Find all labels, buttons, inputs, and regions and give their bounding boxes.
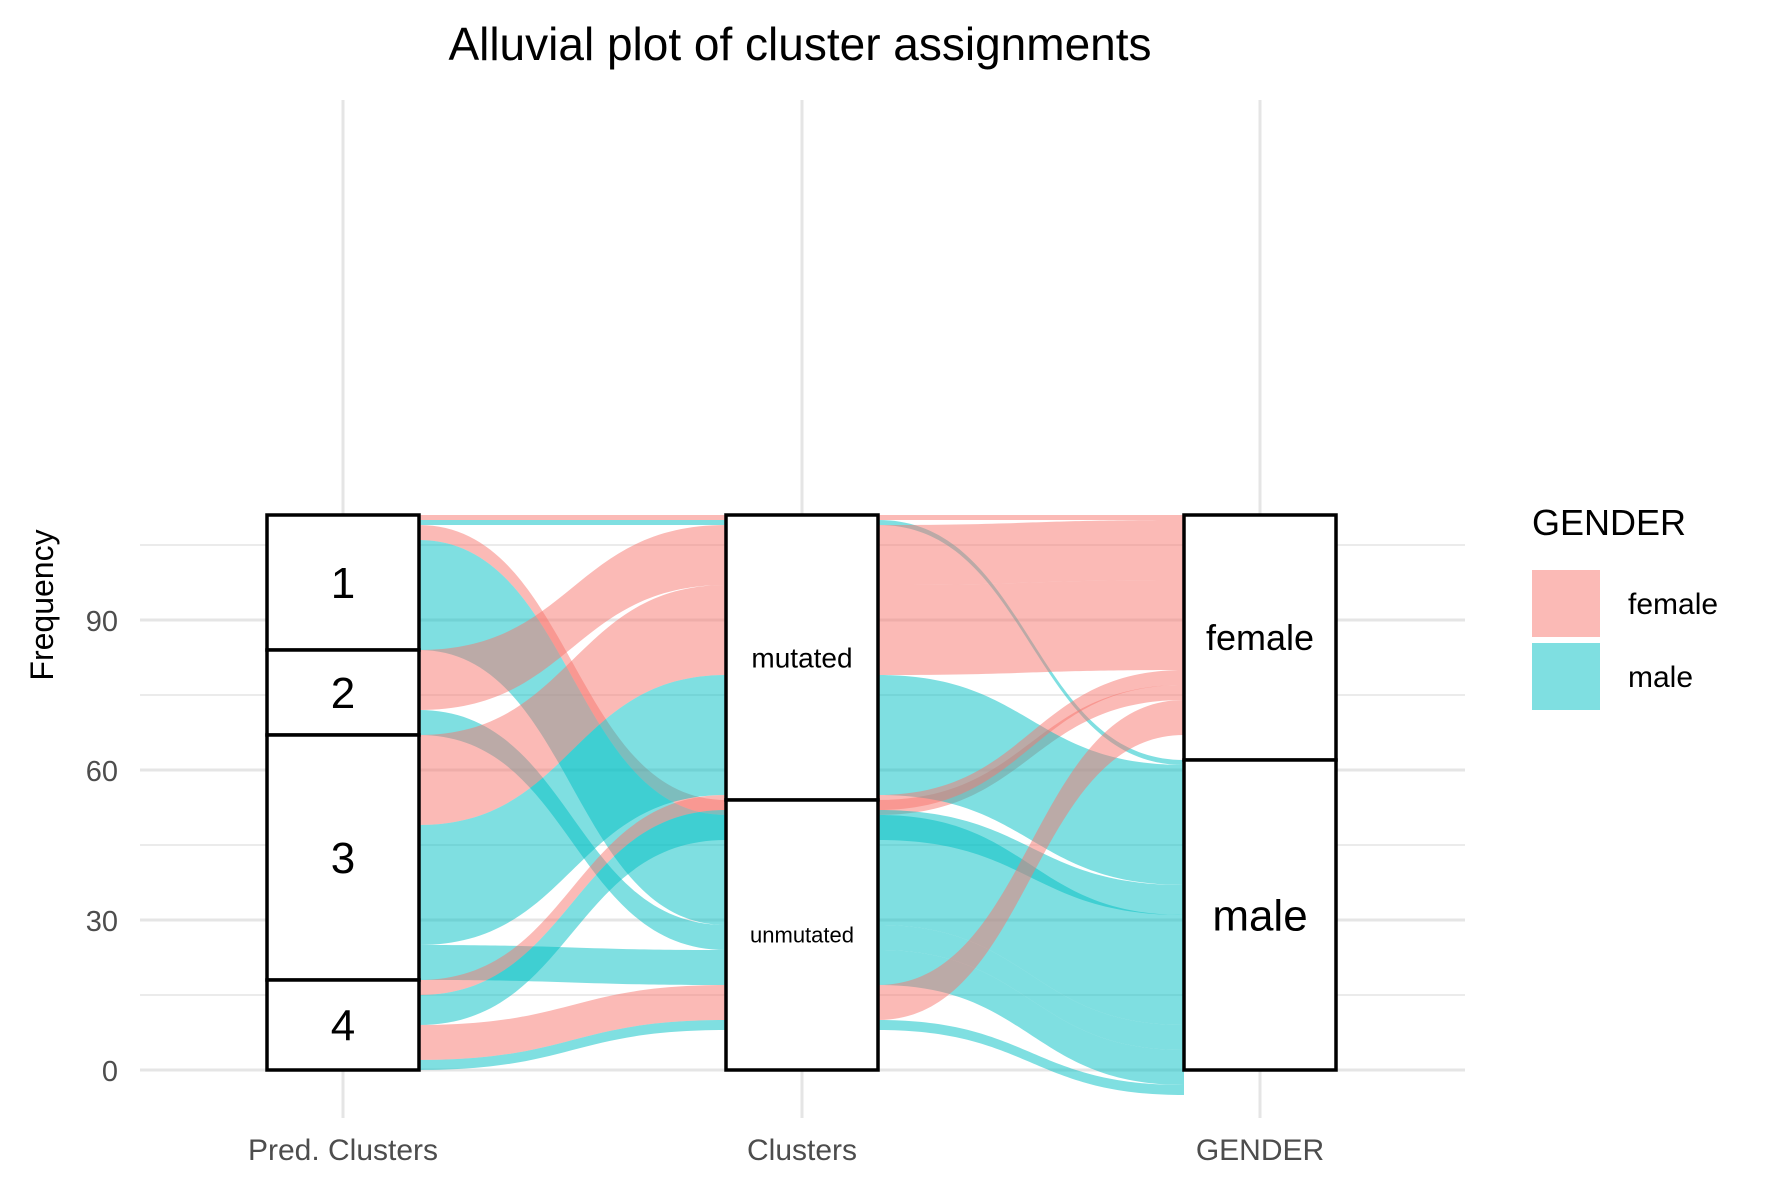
y-axis-ticks: 0 30 60 90 — [86, 606, 118, 1088]
stratum-box — [1182, 513, 1338, 762]
y-tick-label: 30 — [86, 906, 118, 938]
flow-band — [878, 675, 1184, 885]
stratum-box — [1182, 758, 1338, 1072]
flow-band — [419, 585, 726, 825]
stratum-label: 4 — [331, 1001, 355, 1050]
legend: GENDER female male — [1532, 502, 1718, 710]
stratum-label: 1 — [331, 559, 355, 608]
flow-band — [419, 520, 726, 525]
flow-band — [878, 700, 1184, 1020]
x-tick-label: Clusters — [747, 1134, 857, 1167]
chart-title: Alluvial plot of cluster assignments — [448, 18, 1151, 70]
stratum-box — [265, 513, 421, 652]
legend-key — [1532, 643, 1600, 710]
y-tick-label: 60 — [86, 756, 118, 788]
flow-band — [419, 515, 726, 520]
flow-band — [419, 1020, 726, 1070]
flow-band — [419, 675, 726, 945]
legend-title: GENDER — [1532, 502, 1686, 543]
flow-band — [878, 1020, 1184, 1095]
flow-band — [419, 795, 726, 995]
flow-band — [878, 670, 1184, 810]
stratum-box — [265, 978, 421, 1072]
x-tick-label: Pred. Clusters — [248, 1134, 438, 1167]
stratum-box — [724, 798, 880, 1072]
y-tick-label: 0 — [102, 1056, 118, 1088]
flow-band — [419, 985, 726, 1060]
legend-label: female — [1628, 588, 1718, 621]
stratum-label: 3 — [331, 834, 355, 883]
legend-key — [1532, 570, 1600, 637]
stratum-label: unmutated — [750, 923, 854, 948]
stratum-label: male — [1212, 891, 1307, 940]
x-tick-label: GENDER — [1196, 1134, 1324, 1167]
flow-band — [878, 580, 1184, 675]
y-tick-label: 90 — [86, 606, 118, 638]
legend-label: male — [1628, 661, 1693, 694]
strata-layer: 1 2 3 4 mutated unmutated female male — [265, 513, 1338, 1072]
flows-layer — [419, 515, 1184, 1095]
stratum-box — [724, 513, 880, 802]
flow-band — [878, 520, 1184, 585]
x-axis-ticks: Pred. Clusters Clusters GENDER — [248, 1134, 1324, 1167]
flow-band — [878, 515, 1184, 520]
stratum-label: female — [1206, 617, 1314, 658]
stratum-box — [265, 733, 421, 982]
flow-band — [878, 815, 1184, 1025]
y-axis-label: Frequency — [24, 529, 60, 680]
flow-band — [419, 525, 726, 710]
stratum-label: 2 — [331, 669, 355, 718]
stratum-label: mutated — [751, 642, 852, 673]
flow-band — [419, 810, 726, 1025]
